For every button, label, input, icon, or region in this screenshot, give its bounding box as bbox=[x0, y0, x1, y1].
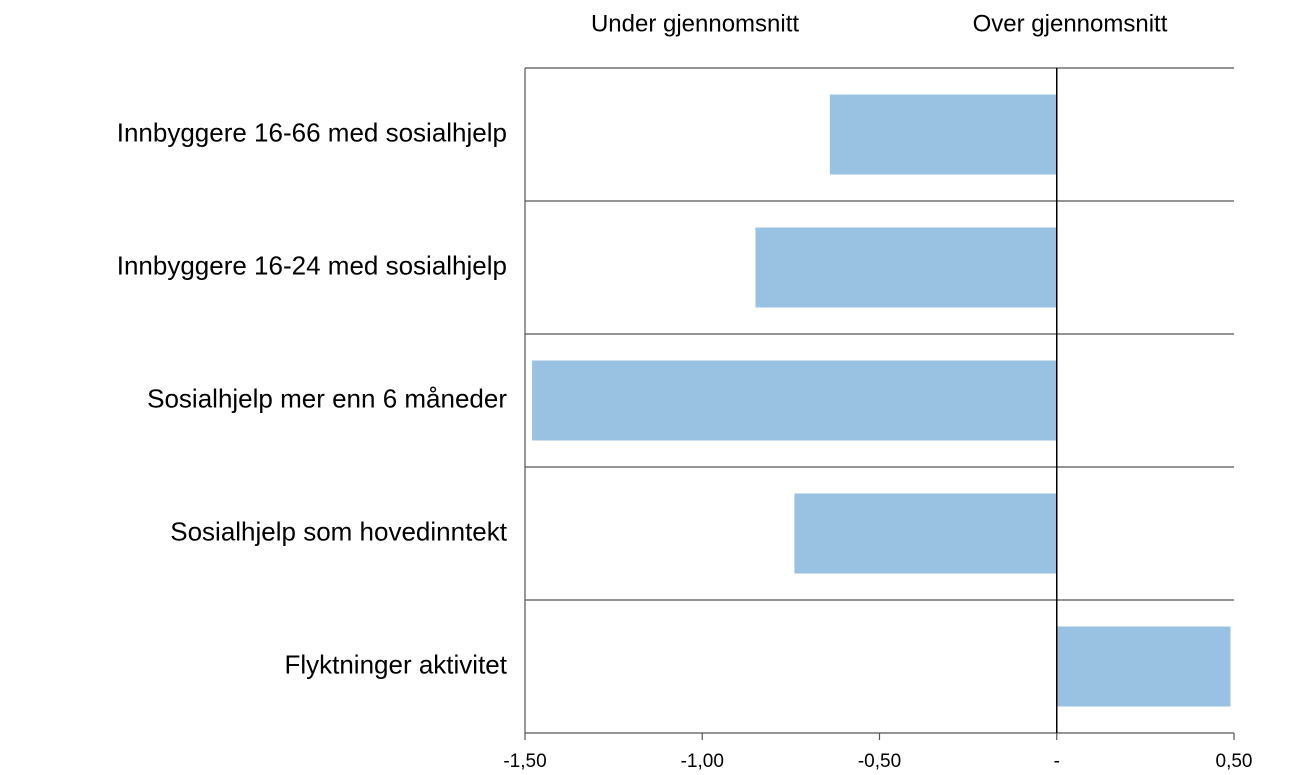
x-tick-label: -0,50 bbox=[858, 751, 901, 772]
x-tick-label: -1,50 bbox=[503, 751, 546, 772]
y-tick-label: Flyktninger aktivitet bbox=[284, 649, 507, 679]
bar bbox=[794, 493, 1057, 574]
y-tick-label: Sosialhjelp mer enn 6 måneder bbox=[147, 383, 507, 413]
annotation: Under gjennomsnitt bbox=[591, 10, 799, 37]
y-tick-label: Innbyggere 16-24 med sosialhjelp bbox=[117, 250, 507, 280]
x-tick-label: -1,00 bbox=[681, 751, 724, 772]
x-tick-label: 0,50 bbox=[1216, 751, 1253, 772]
y-tick-label: Innbyggere 16-66 med sosialhjelp bbox=[117, 117, 507, 147]
bar bbox=[532, 360, 1057, 441]
annotation: Over gjennomsnitt bbox=[973, 10, 1168, 37]
y-tick-label: Sosialhjelp som hovedinntekt bbox=[170, 516, 508, 546]
bar bbox=[1056, 626, 1231, 707]
bar bbox=[829, 94, 1057, 175]
x-tick-label: - bbox=[1054, 751, 1060, 772]
bar bbox=[755, 227, 1057, 308]
